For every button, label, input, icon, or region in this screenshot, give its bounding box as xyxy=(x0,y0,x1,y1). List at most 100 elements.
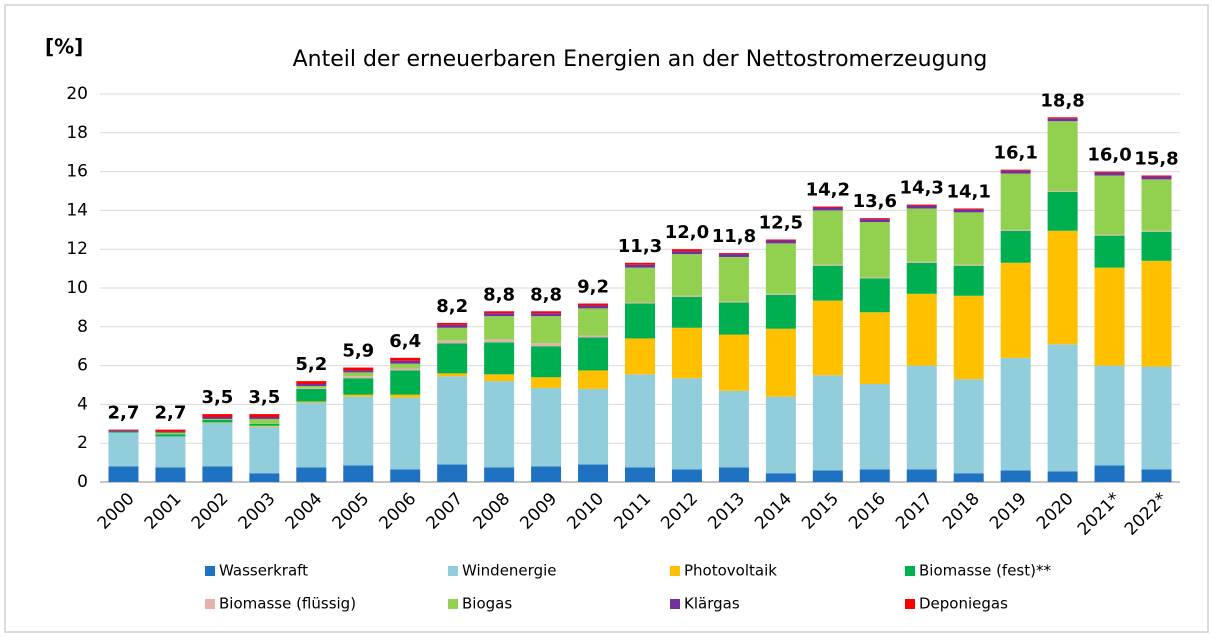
bar-segment xyxy=(765,473,796,482)
bar-segment xyxy=(155,432,186,435)
bar-segment xyxy=(296,467,327,482)
total-label: 16,1 xyxy=(993,143,1037,164)
bar-segment xyxy=(906,204,937,206)
bar-segment xyxy=(1094,235,1125,268)
total-label: 14,2 xyxy=(806,180,850,201)
total-label: 14,3 xyxy=(900,178,944,199)
legend-swatch xyxy=(205,566,215,576)
y-tick-label: 4 xyxy=(77,394,88,414)
y-tick-label: 10 xyxy=(66,278,88,298)
bar-segment xyxy=(390,363,421,369)
bar-segment xyxy=(343,394,374,397)
y-tick-label: 12 xyxy=(66,239,88,259)
bar-segment xyxy=(718,256,749,302)
bar-segment xyxy=(718,334,749,391)
y-tick-label: 14 xyxy=(66,200,88,220)
y-tick-label: 2 xyxy=(77,433,88,453)
y-axis-label: [%] xyxy=(45,35,83,59)
bar-segment xyxy=(718,302,749,335)
bar-segment xyxy=(249,418,280,424)
bar-segment xyxy=(155,467,186,482)
bar-segment xyxy=(812,470,843,482)
bar-segment xyxy=(812,375,843,471)
bar-segment xyxy=(1047,118,1078,122)
bar-segment xyxy=(625,467,655,482)
bar-segment xyxy=(953,212,984,265)
bar-segment xyxy=(812,265,843,301)
bar-segment xyxy=(108,431,139,433)
bar-segment xyxy=(953,209,984,213)
bar-segment xyxy=(437,464,468,482)
bar-segment xyxy=(578,388,609,465)
total-label: 5,2 xyxy=(295,354,327,375)
bar-segment xyxy=(625,374,655,468)
bar-segment xyxy=(765,294,796,329)
bar-segment xyxy=(484,311,515,314)
bar-segment xyxy=(812,300,843,376)
bar-segment xyxy=(296,401,327,403)
bar-segment xyxy=(671,251,702,255)
bar-segment xyxy=(859,469,890,482)
y-tick-label: 16 xyxy=(66,162,88,182)
y-tick-label: 18 xyxy=(66,123,88,143)
bar-segment xyxy=(1000,470,1031,482)
total-label: 8,8 xyxy=(530,284,562,305)
bar-segment xyxy=(906,261,937,263)
bar-segment xyxy=(155,434,186,437)
bar-segment xyxy=(1047,230,1078,345)
total-label: 18,8 xyxy=(1040,90,1084,111)
bar-segment xyxy=(296,384,327,386)
bar-segment xyxy=(1047,191,1078,231)
bar-segment xyxy=(249,425,280,427)
y-tick-label: 6 xyxy=(77,356,88,376)
legend-swatch xyxy=(448,566,458,576)
bar-segment xyxy=(718,467,749,482)
bar-segment xyxy=(765,243,796,294)
bar-segment xyxy=(671,327,702,379)
bar-segment xyxy=(202,466,233,482)
bar-segment xyxy=(202,418,233,420)
bar-segment xyxy=(390,368,421,371)
bar-segment xyxy=(437,322,468,325)
bar-segment xyxy=(1094,172,1125,176)
bar-segment xyxy=(484,339,515,343)
bar-segment xyxy=(578,308,609,336)
bar-segment xyxy=(953,265,984,296)
bar-segment xyxy=(625,302,655,304)
bar-segment xyxy=(812,206,843,208)
bar-segment xyxy=(578,337,609,371)
y-tick-label: 0 xyxy=(77,472,88,492)
bar-segment xyxy=(671,254,702,296)
bar-segment xyxy=(1094,234,1125,236)
bar-segment xyxy=(906,365,937,470)
bar-segment xyxy=(1094,171,1125,173)
bar-segment xyxy=(1000,169,1031,171)
bar-segment xyxy=(249,417,280,419)
bar-segment xyxy=(1141,230,1172,232)
bar-segment xyxy=(202,414,233,418)
bar-segment xyxy=(1094,365,1125,466)
bar-segment xyxy=(108,466,139,482)
bar-segment xyxy=(1141,231,1172,261)
total-label: 14,1 xyxy=(946,181,990,202)
bar-segment xyxy=(953,473,984,482)
bar-segment xyxy=(625,262,655,265)
bar-segment xyxy=(108,432,139,467)
total-label: 12,5 xyxy=(759,213,803,234)
bar-segment xyxy=(390,370,421,395)
bar-segment xyxy=(1000,229,1031,231)
bar-segment xyxy=(671,249,702,252)
bar-segment xyxy=(249,414,280,418)
bar-segment xyxy=(1000,170,1031,174)
legend-swatch xyxy=(205,599,215,609)
bar-segment xyxy=(765,328,796,397)
bar-segment xyxy=(625,303,655,339)
bar-segment xyxy=(953,295,984,380)
bar-segment xyxy=(531,313,562,317)
bar-segment xyxy=(625,338,655,375)
bar-segment xyxy=(249,423,280,426)
bar-segment xyxy=(1141,366,1172,470)
total-label: 15,8 xyxy=(1134,148,1178,169)
bar-segment xyxy=(343,367,374,371)
bar-segment xyxy=(296,387,327,389)
